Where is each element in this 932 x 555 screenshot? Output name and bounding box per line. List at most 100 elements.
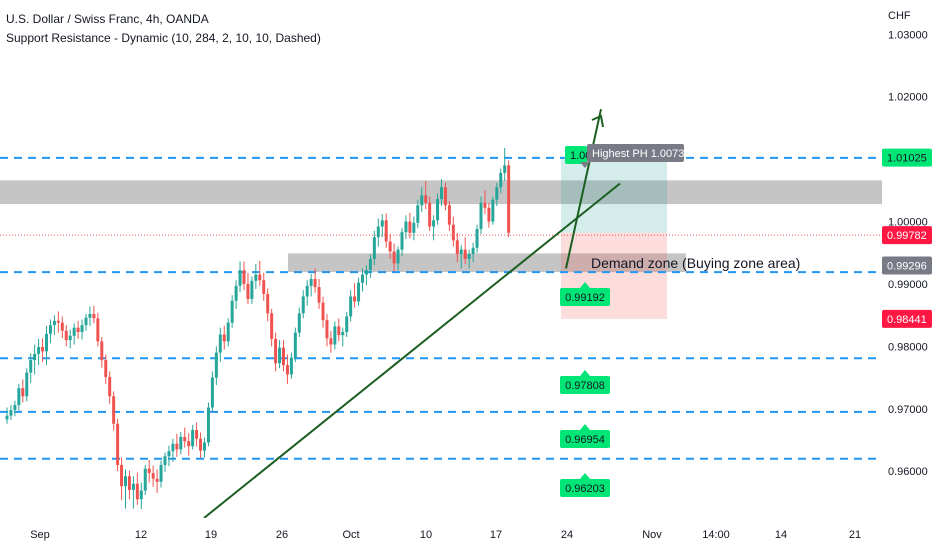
price-tick-label: 1.03000 bbox=[888, 29, 928, 41]
sr-value-label: 0.97808 bbox=[560, 376, 610, 394]
candle-body bbox=[471, 247, 475, 255]
candle-body bbox=[179, 436, 183, 450]
price-axis[interactable]: CHF 1.03000 1.02000 1.00000 0.99000 0.98000 0.… bbox=[882, 0, 932, 550]
price-tick-label: 0.97000 bbox=[888, 404, 928, 416]
candle-body bbox=[222, 334, 226, 342]
sr-value-label-bg bbox=[560, 288, 610, 306]
candle bbox=[333, 321, 337, 350]
level-labels-layer: 1.00 Highest PH 1.00738 0.99192 0.97808 0.96… bbox=[560, 144, 690, 497]
candle-body bbox=[463, 249, 467, 259]
candle-body bbox=[487, 207, 491, 222]
candle bbox=[143, 464, 147, 495]
time-tick-label: 17 bbox=[490, 529, 502, 541]
candle bbox=[139, 482, 143, 510]
highest-ph-label: Highest PH 1.00738 bbox=[587, 144, 690, 162]
candle bbox=[195, 422, 199, 447]
sr-value-label-text: 0.96954 bbox=[565, 434, 605, 446]
candle-body bbox=[210, 377, 214, 408]
candle-body bbox=[195, 430, 199, 439]
candle bbox=[214, 346, 218, 386]
candle bbox=[471, 242, 475, 263]
candle bbox=[151, 465, 155, 487]
candle bbox=[230, 295, 234, 328]
candle-body bbox=[96, 318, 100, 342]
price-axis-badge-bg bbox=[882, 256, 932, 275]
candle bbox=[29, 353, 33, 384]
candle-body bbox=[396, 249, 400, 264]
candle-body bbox=[305, 285, 309, 297]
candle bbox=[206, 402, 210, 447]
candle-body bbox=[475, 229, 479, 248]
candle bbox=[412, 216, 416, 241]
price-axis-badge: 0.99782 bbox=[882, 226, 932, 245]
candle bbox=[45, 325, 48, 366]
drawings-layer: Demand zone (Buying zone area) bbox=[203, 109, 800, 519]
indicator-title[interactable]: Support Resistance - Dynamic (10, 284, 2… bbox=[6, 31, 321, 45]
candle bbox=[258, 260, 262, 286]
candle bbox=[396, 246, 400, 271]
candle bbox=[353, 283, 357, 308]
candle-body bbox=[357, 282, 361, 302]
candle-body bbox=[447, 205, 451, 225]
candle-body bbox=[262, 280, 266, 294]
sr-value-label-text: 0.99192 bbox=[565, 292, 605, 304]
candle bbox=[120, 457, 124, 500]
candle bbox=[408, 212, 412, 239]
candle-body bbox=[151, 473, 155, 479]
candle bbox=[447, 200, 451, 231]
price-axis-badge: 0.99296 bbox=[882, 256, 932, 275]
candle bbox=[305, 280, 309, 306]
candle-body bbox=[329, 338, 333, 345]
candle bbox=[309, 273, 313, 297]
candle bbox=[183, 427, 187, 448]
candle bbox=[380, 214, 384, 238]
candle bbox=[112, 391, 116, 431]
candle-body bbox=[408, 221, 412, 233]
candle-body bbox=[416, 205, 420, 223]
candle bbox=[384, 213, 388, 248]
time-axis[interactable]: Sep 12 19 26 Oct 10 17 24 Nov 14:00 14 21 bbox=[0, 518, 882, 550]
candle-body bbox=[203, 442, 206, 451]
candle-body bbox=[187, 441, 191, 447]
projection-arrow-head bbox=[591, 114, 604, 128]
candle-body bbox=[183, 436, 187, 442]
candle bbox=[37, 338, 41, 366]
candle bbox=[41, 338, 45, 362]
candle bbox=[131, 476, 135, 509]
candle-body bbox=[104, 360, 108, 377]
time-tick-label: 19 bbox=[205, 529, 217, 541]
highest-ph-pointer bbox=[580, 162, 590, 168]
candle-body bbox=[333, 326, 337, 345]
symbol-title[interactable]: U.S. Dollar / Swiss Franc, 4h, OANDA bbox=[6, 12, 209, 26]
candle bbox=[278, 340, 282, 369]
candle bbox=[372, 230, 376, 266]
candle-body bbox=[250, 280, 254, 299]
candle bbox=[495, 182, 499, 206]
candle-body bbox=[147, 468, 151, 474]
candle-body bbox=[451, 224, 455, 241]
candle bbox=[52, 315, 56, 336]
candle-body bbox=[116, 423, 120, 465]
time-tick-label: Oct bbox=[342, 529, 359, 541]
candle-body bbox=[325, 320, 329, 339]
trend-line bbox=[203, 182, 621, 519]
time-tick-label: 21 bbox=[849, 529, 861, 541]
candle bbox=[349, 290, 353, 322]
time-tick-label: 12 bbox=[135, 529, 147, 541]
candle-body bbox=[321, 302, 325, 321]
price-tick-label: 1.00000 bbox=[888, 217, 928, 229]
candle-body bbox=[443, 187, 447, 206]
candle-body bbox=[218, 334, 222, 353]
candle bbox=[376, 218, 380, 247]
candle-body bbox=[440, 187, 443, 200]
candle bbox=[487, 202, 491, 228]
candle-body bbox=[270, 313, 274, 339]
long-position-tool[interactable] bbox=[561, 157, 667, 319]
candle-body bbox=[33, 353, 37, 361]
candle bbox=[392, 243, 396, 272]
candle-body bbox=[84, 317, 88, 326]
candle bbox=[341, 327, 345, 347]
candle bbox=[262, 272, 266, 301]
candle bbox=[361, 268, 364, 292]
